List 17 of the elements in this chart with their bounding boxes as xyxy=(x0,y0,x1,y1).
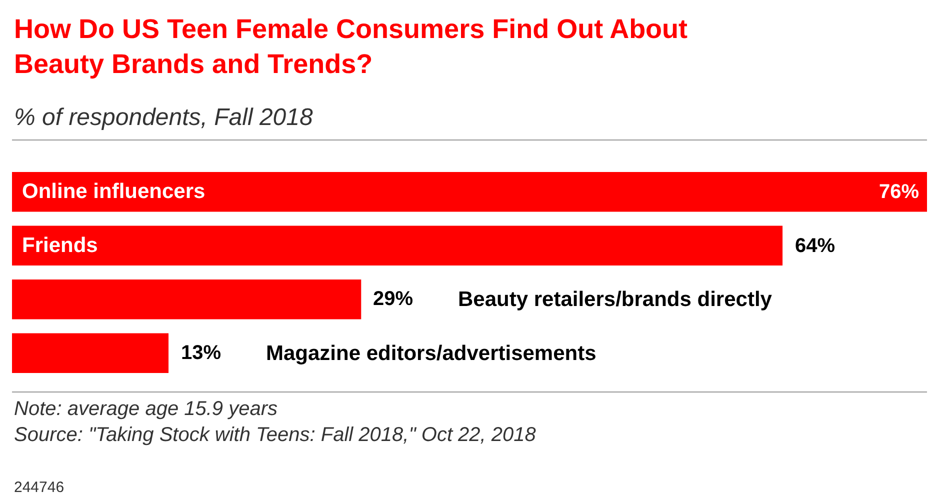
chart-subtitle: % of respondents, Fall 2018 xyxy=(14,104,314,131)
text: Note: average age 15.9 years xyxy=(14,398,278,420)
bar xyxy=(12,226,783,266)
text: 244746 xyxy=(14,479,64,496)
bar xyxy=(12,279,362,320)
source-note: Source: "Taking Stock with Teens: Fall 2018," Oct 22, 2018 xyxy=(14,424,536,446)
y-tick-label: Friends xyxy=(22,234,98,257)
y-tick-label: Online influencers xyxy=(22,180,206,203)
data-label: 76% xyxy=(879,181,920,203)
data-label: 13% xyxy=(181,342,222,364)
chart-title: How Do US Teen Female Consumers Find Out About Beauty Brands and Trends? xyxy=(14,14,688,80)
y-tick-label: Beauty retailers/brands directly xyxy=(458,288,772,311)
data-label: 64% xyxy=(795,235,836,257)
bar xyxy=(12,172,927,212)
y-tick-label: Magazine editors/advertisements xyxy=(266,342,596,365)
data-label: 29% xyxy=(373,288,414,310)
bar xyxy=(12,333,169,374)
